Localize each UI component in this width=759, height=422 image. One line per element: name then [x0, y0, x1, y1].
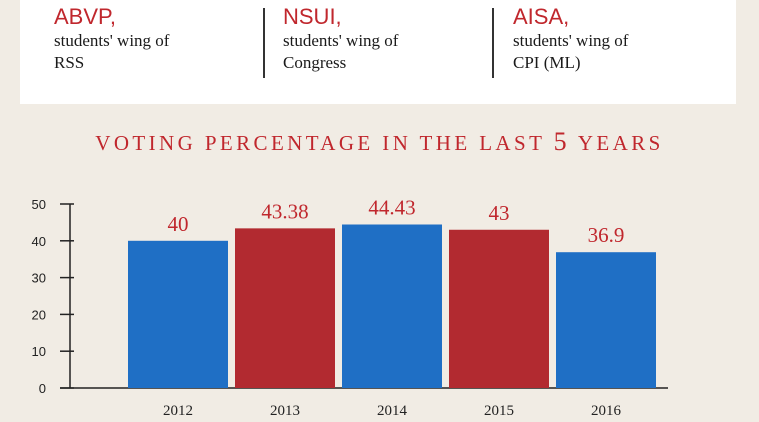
x-tick-label-2012: 2012: [163, 403, 193, 419]
y-tick-label: 20: [32, 307, 46, 322]
chart-title-text: VOTING PERCENTAGE IN THE LAST: [95, 131, 554, 155]
bar-2012: [128, 240, 228, 388]
party-desc-line1: students' wing of: [513, 31, 629, 50]
party-desc-line1: students' wing of: [283, 31, 399, 50]
y-tick-label: 10: [32, 344, 46, 359]
party-desc-line1: students' wing of: [54, 31, 170, 50]
data-label-2016: 36.9: [588, 223, 625, 247]
x-tick-label-2015: 2015: [484, 403, 514, 419]
bar-2015: [449, 229, 549, 388]
divider: [492, 8, 494, 78]
party-nsui: NSUI, students' wing of Congress: [283, 4, 398, 74]
x-tick-label-2016: 2016: [591, 403, 622, 419]
x-tick-label-2014: 2014: [377, 403, 408, 419]
divider: [263, 8, 265, 78]
data-label-2013: 43.38: [261, 199, 308, 223]
chart-title-text-end: YEARS: [569, 131, 664, 155]
chart-title: VOTING PERCENTAGE IN THE LAST 5 YEARS: [0, 127, 759, 157]
party-name: ABVP,: [54, 4, 116, 29]
chart-title-number: 5: [553, 127, 570, 156]
y-tick-label: 30: [32, 271, 46, 286]
party-desc-line2: Congress: [283, 53, 347, 72]
party-name: NSUI,: [283, 4, 342, 29]
data-label-2015: 43: [489, 201, 510, 225]
y-tick-label: 50: [32, 197, 46, 212]
data-label-2014: 44.43: [368, 195, 415, 219]
data-label-2012: 40: [168, 212, 189, 236]
party-name: AISA,: [513, 4, 570, 29]
bar-2013: [235, 228, 335, 388]
party-aisa: AISA, students' wing of CPI (ML): [513, 4, 628, 74]
party-abvp: ABVP, students' wing of RSS: [54, 4, 169, 74]
party-desc-line2: CPI (ML): [513, 53, 581, 72]
party-legend-panel: ABVP, students' wing of RSS NSUI, studen…: [20, 0, 736, 104]
bar-2014: [342, 224, 442, 388]
y-tick-label: 40: [32, 234, 46, 249]
bar-2016: [556, 252, 656, 388]
party-desc-line2: RSS: [54, 53, 85, 72]
x-tick-label-2013: 2013: [270, 403, 300, 419]
y-tick-label: 0: [39, 381, 46, 396]
